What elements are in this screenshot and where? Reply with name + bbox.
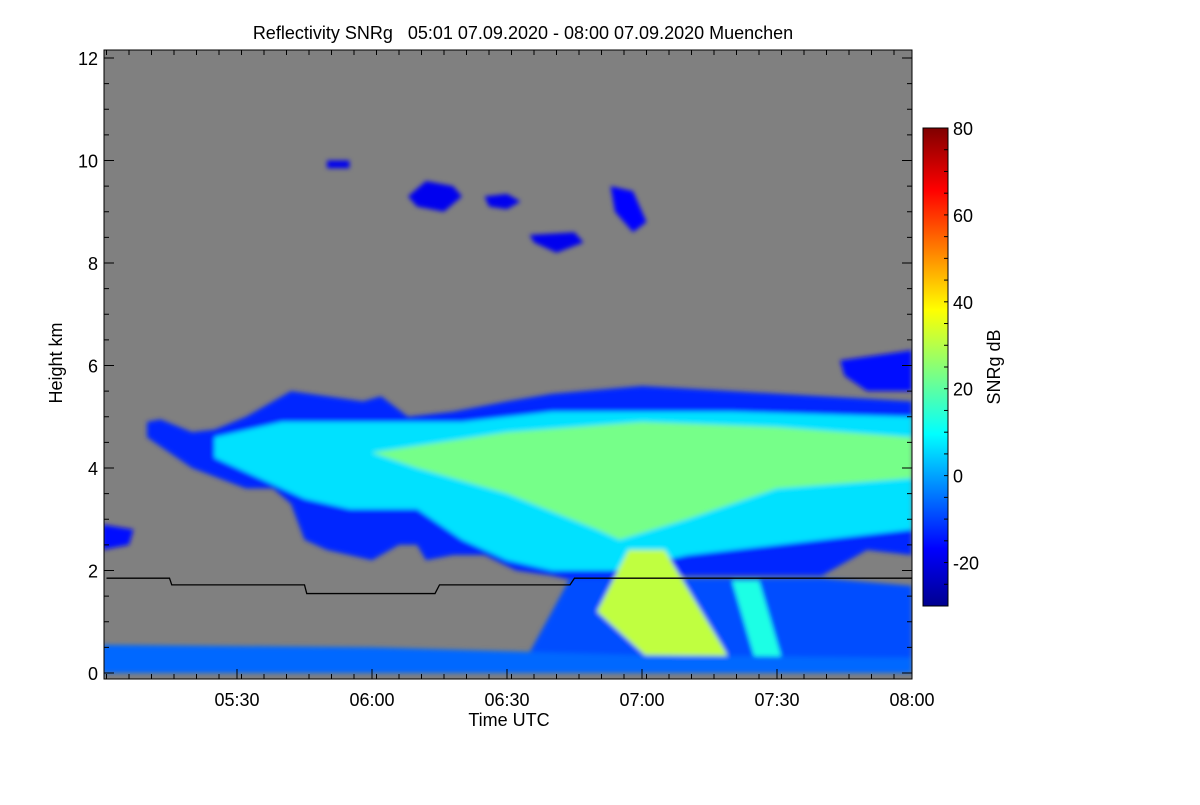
echo-region-cirrus-1 bbox=[408, 181, 462, 212]
chart-title: Reflectivity SNRg 05:01 07.09.2020 - 08:… bbox=[253, 23, 793, 43]
colorbar-label: SNRg dB bbox=[984, 329, 1004, 404]
echo-region-fallstreak bbox=[597, 550, 737, 673]
x-tick-label: 06:00 bbox=[349, 690, 394, 710]
echo-region-ground-clutter bbox=[104, 644, 912, 673]
echo-region-upper-patch-6km bbox=[840, 350, 912, 392]
x-tick-label: 05:30 bbox=[214, 690, 259, 710]
colorbar-tick-label: 40 bbox=[953, 293, 973, 313]
y-tick-label: 12 bbox=[78, 49, 98, 69]
echo-region-cirrus-4 bbox=[610, 186, 647, 233]
y-tick-label: 2 bbox=[88, 562, 98, 582]
echo-region-cloud-core bbox=[372, 421, 912, 540]
echo-region-cirrus-3 bbox=[529, 232, 584, 253]
colorbar-tick-label: 0 bbox=[953, 467, 963, 487]
y-tick-label: 8 bbox=[88, 254, 98, 274]
y-tick-label: 10 bbox=[78, 152, 98, 172]
echo-region-cirrus-2 bbox=[484, 193, 521, 210]
echo-region-left-patch-2.8km bbox=[104, 524, 134, 550]
y-tick-label: 6 bbox=[88, 357, 98, 377]
x-tick-label: 07:30 bbox=[754, 690, 799, 710]
colorbar-tick-label: 80 bbox=[953, 119, 973, 139]
boundary-layer-line bbox=[106, 577, 912, 595]
plot-frame bbox=[103, 49, 913, 680]
colorbar-tick-label: 60 bbox=[953, 206, 973, 226]
echo-region-cirrus-5 bbox=[327, 160, 350, 169]
colorbar-tick-label: 20 bbox=[953, 380, 973, 400]
y-tick-label: 0 bbox=[88, 664, 98, 684]
echo-region-fallstreak-2 bbox=[732, 580, 786, 673]
x-tick-label: 07:00 bbox=[619, 690, 664, 710]
y-tick-label: 4 bbox=[88, 459, 98, 479]
x-tick-label: 06:30 bbox=[484, 690, 529, 710]
x-tick-label: 08:00 bbox=[889, 690, 934, 710]
x-axis-label: Time UTC bbox=[468, 710, 549, 730]
colorbar bbox=[922, 127, 949, 607]
y-axis-label: Height km bbox=[46, 322, 66, 403]
colorbar-tick-label: -20 bbox=[953, 554, 979, 574]
